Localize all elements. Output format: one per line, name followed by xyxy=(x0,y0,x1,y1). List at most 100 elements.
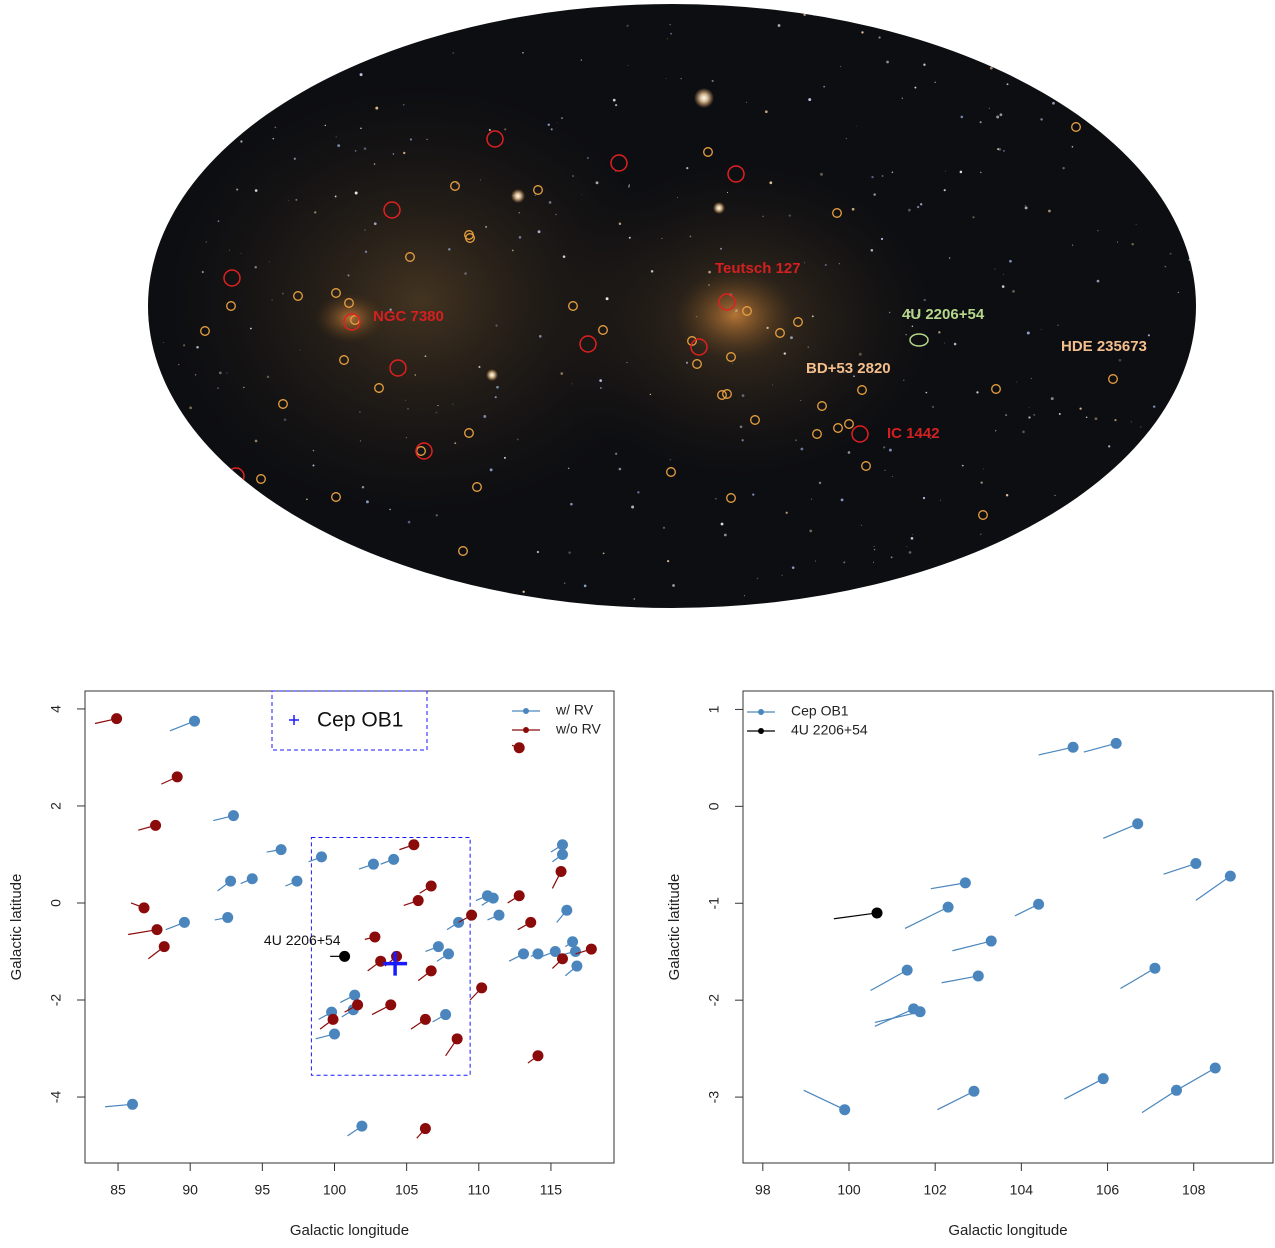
star xyxy=(1114,491,1116,493)
star xyxy=(1050,397,1054,401)
star xyxy=(1066,74,1069,76)
star xyxy=(429,28,433,32)
plot-frame xyxy=(742,690,1274,1164)
star xyxy=(196,445,200,449)
x-tick-label: 104 xyxy=(1010,1182,1034,1198)
y-axis-label: Galactic latitude xyxy=(666,874,683,981)
sky-label: Teutsch 127 xyxy=(715,260,801,277)
star xyxy=(851,207,855,211)
star xyxy=(1073,540,1077,544)
point xyxy=(839,1104,851,1116)
star xyxy=(435,411,438,414)
star xyxy=(312,464,315,467)
motion-vector xyxy=(874,1011,921,1024)
point xyxy=(567,936,579,948)
star xyxy=(464,272,467,275)
star xyxy=(280,50,284,54)
motion-vector xyxy=(833,912,878,920)
star xyxy=(1022,430,1025,434)
star xyxy=(920,203,923,206)
star xyxy=(1117,16,1121,19)
star xyxy=(871,587,874,590)
star xyxy=(233,64,235,66)
star xyxy=(948,257,951,259)
y-tick-label: 0 xyxy=(48,899,64,907)
bright-star xyxy=(694,88,714,108)
star xyxy=(1131,243,1134,246)
point xyxy=(1097,1073,1109,1085)
star xyxy=(1171,404,1174,407)
motion-vector xyxy=(1102,823,1138,839)
star-marker xyxy=(598,325,608,335)
star xyxy=(254,266,257,269)
cluster-region xyxy=(310,836,471,1076)
legend-label: Cep OB1 xyxy=(791,703,849,719)
star xyxy=(843,561,846,564)
star xyxy=(614,104,618,107)
point xyxy=(985,935,997,947)
point xyxy=(356,1120,368,1132)
star xyxy=(994,268,996,270)
star xyxy=(666,560,670,563)
legend-label: w/o RV xyxy=(555,721,602,737)
star xyxy=(670,32,673,35)
point xyxy=(227,810,239,822)
x-axis-label: Galactic longitude xyxy=(290,1222,409,1239)
star xyxy=(571,383,573,385)
star xyxy=(800,447,804,451)
point xyxy=(901,964,913,976)
star xyxy=(669,459,671,461)
star xyxy=(583,584,587,588)
star-marker xyxy=(278,399,288,409)
star xyxy=(567,467,570,470)
star xyxy=(873,545,875,547)
star xyxy=(237,68,240,72)
star xyxy=(539,335,542,338)
point xyxy=(513,742,525,754)
star xyxy=(872,373,874,375)
star xyxy=(1146,48,1149,50)
point xyxy=(352,999,364,1011)
star xyxy=(191,144,194,146)
star xyxy=(1076,341,1079,343)
star xyxy=(677,196,679,198)
star xyxy=(168,140,171,143)
star xyxy=(392,153,395,155)
star xyxy=(562,255,566,258)
star xyxy=(226,372,228,374)
star xyxy=(979,121,982,124)
star xyxy=(1048,209,1051,213)
star xyxy=(840,498,844,502)
point xyxy=(246,873,258,885)
star xyxy=(379,14,381,15)
point xyxy=(518,948,530,960)
motion-vector xyxy=(1176,1067,1216,1091)
point xyxy=(408,839,420,851)
point xyxy=(412,895,424,907)
star xyxy=(235,62,238,65)
star xyxy=(293,157,296,160)
star xyxy=(1099,37,1102,39)
cluster-marker xyxy=(718,293,736,311)
star xyxy=(1102,551,1105,554)
star xyxy=(878,36,881,39)
star xyxy=(1019,15,1023,19)
star xyxy=(1080,541,1083,543)
star xyxy=(547,123,550,126)
star xyxy=(811,315,814,318)
star xyxy=(218,371,222,375)
point xyxy=(968,1085,980,1097)
star xyxy=(669,24,671,26)
star xyxy=(791,566,795,569)
star xyxy=(627,185,630,188)
point xyxy=(178,916,190,928)
point xyxy=(150,819,162,831)
star xyxy=(988,107,990,109)
star xyxy=(570,502,573,506)
star-marker xyxy=(991,384,1001,394)
star xyxy=(998,148,1002,151)
star xyxy=(599,387,602,389)
star xyxy=(1151,18,1155,22)
motion-vector xyxy=(1120,967,1156,990)
star xyxy=(626,24,629,27)
